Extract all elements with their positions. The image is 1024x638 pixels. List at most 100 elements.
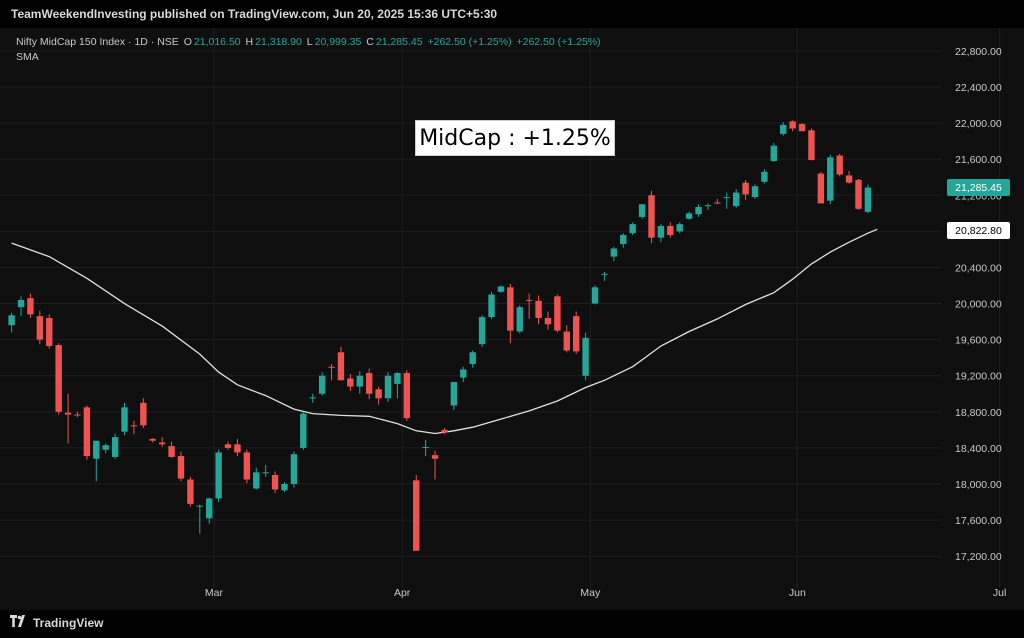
candle [27,293,34,318]
close-label: C [366,36,374,48]
candle-body [610,248,618,257]
candle [450,382,458,411]
candlestick-chart[interactable]: 17,200.00 17,600.00 18,000.00 18,400.00 18,8… [0,28,1024,638]
candle-body [394,373,401,384]
candle-body [855,179,862,209]
symbol-legend: Nifty MidCap 150 Index · 1D · NSE O 21,01… [16,36,603,63]
candle-body [516,307,523,332]
candle-body [187,479,194,504]
sma-value-badge: 20,822.80 [947,222,1010,239]
candle-body [413,480,420,551]
candle-body [253,472,260,489]
candle [497,285,505,293]
candle-body [243,452,251,480]
y-tick-label: 19,600.00 [955,335,1002,347]
y-tick-label: 21,600.00 [955,154,1002,166]
candle-body [563,331,570,351]
candle [177,451,185,482]
candle [610,246,618,262]
candle-body [196,505,203,507]
candle [685,211,693,220]
candle [74,411,81,418]
candle-body [46,317,53,346]
sma-value-text: 20,822.80 [955,224,1002,237]
sma-layer [11,228,878,435]
candle [591,285,599,305]
candle-body [704,205,712,207]
candle [789,120,796,132]
candle [761,169,768,184]
y-tick-label: 17,200.00 [955,551,1002,563]
candle-body [27,298,34,315]
candle [657,224,665,243]
candle [168,441,175,458]
annotation-box[interactable]: MidCap : +1.25% [415,120,615,156]
candle-body [215,452,222,499]
candle-body [441,429,448,433]
candle [780,122,787,136]
candle [365,368,373,400]
y-tick-label: 18,000.00 [955,479,1002,491]
candle [864,184,872,214]
candle [187,476,194,507]
close-value: 21,285.45 [375,36,423,48]
candle-body [130,425,138,427]
candle-body [93,440,100,459]
last-price-text: 21,285.45 [955,181,1002,194]
candle-body [497,286,505,292]
open-label: O [183,36,192,48]
annotation-text: MidCap : +1.25% [419,125,611,151]
candle [224,441,232,450]
candle [704,203,712,210]
candle-body [55,345,62,412]
candle [281,482,288,493]
last-price-badge: 21,285.45 [947,179,1010,196]
candle-body [328,366,335,368]
x-tick-label: Jul [993,587,1006,599]
candle-body [798,123,806,132]
candle-body [206,498,213,519]
tradingview-brand[interactable]: TradingView [10,615,103,630]
sma-indicator-label[interactable]: SMA [16,51,39,63]
candle [243,449,251,484]
candle-body [356,375,363,387]
tradingview-logo-icon [10,615,28,630]
candle-body [309,397,316,399]
candle-body [234,444,241,453]
candle [714,198,721,205]
x-tick-label: Mar [205,587,224,599]
candle [111,433,119,459]
candle-body [582,337,589,376]
candle-body [591,287,599,304]
grid-lines [0,28,1001,588]
candle-body [64,412,72,415]
candle-body [121,407,128,432]
candle [46,314,53,349]
candle [601,271,608,281]
candle-body [83,407,91,457]
candle-body [535,300,542,318]
candle [507,283,514,344]
candle-body [74,414,81,416]
candle [563,325,570,353]
symbol-name[interactable]: Nifty MidCap 150 Index · 1D · NSE [16,36,179,48]
candle-body [17,299,25,308]
candle [798,123,806,132]
candle-body [36,316,44,340]
candle-body [149,438,156,441]
candle [121,402,128,436]
candle [488,291,495,319]
candle-body [271,474,279,490]
high-value: 21,318.90 [255,36,302,48]
y-tick-label: 19,200.00 [955,371,1002,383]
candle [196,504,203,534]
candle-body [507,287,514,331]
candle [8,312,15,333]
y-tick-label: 20,000.00 [955,299,1002,311]
candle-body [281,484,288,491]
candle-body [732,192,740,207]
candle-body [770,145,778,161]
candle-body [262,472,269,474]
y-tick-label: 18,800.00 [955,407,1002,419]
candle-body [573,316,580,352]
